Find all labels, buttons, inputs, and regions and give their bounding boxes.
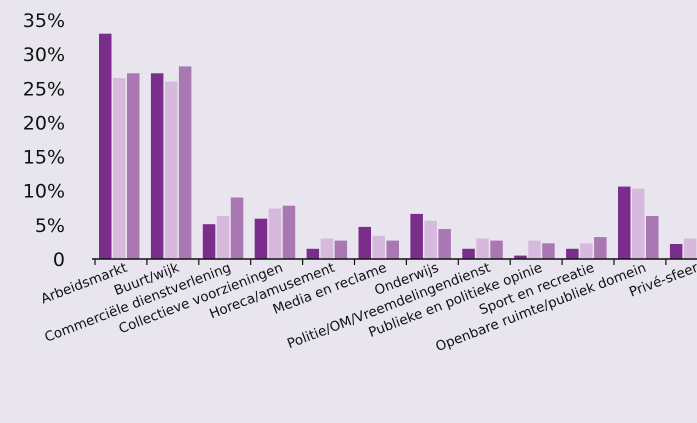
bar xyxy=(306,248,320,259)
bar xyxy=(230,197,244,259)
bar xyxy=(358,226,371,259)
bar xyxy=(476,238,489,259)
bar xyxy=(424,220,437,259)
bar xyxy=(372,235,385,259)
bar xyxy=(438,229,451,259)
bar xyxy=(386,240,399,259)
y-tick-label: 25% xyxy=(23,78,65,100)
bar xyxy=(164,81,178,259)
bar xyxy=(150,73,164,259)
y-tick-label: 0 xyxy=(53,249,65,271)
bar xyxy=(127,73,140,259)
bar xyxy=(216,216,230,259)
bar xyxy=(646,216,659,259)
bar xyxy=(580,243,593,259)
bar xyxy=(594,237,607,259)
bar xyxy=(490,240,503,259)
bar xyxy=(282,205,296,259)
y-tick-label: 35% xyxy=(23,10,65,32)
bar xyxy=(566,248,579,259)
y-tick-label: 5% xyxy=(35,215,65,237)
bar xyxy=(334,240,348,259)
bar xyxy=(254,218,268,259)
bar xyxy=(202,224,216,259)
bar xyxy=(528,240,541,259)
y-tick-label: 30% xyxy=(23,44,65,66)
bar xyxy=(320,238,334,259)
bar xyxy=(178,66,192,260)
y-tick-label: 15% xyxy=(23,147,65,169)
bar xyxy=(632,188,645,259)
bar xyxy=(514,255,527,259)
y-tick-label: 20% xyxy=(23,112,65,134)
bar xyxy=(410,213,423,259)
bar xyxy=(542,243,555,259)
bar xyxy=(99,33,112,260)
bar xyxy=(462,248,475,259)
bar xyxy=(268,208,282,259)
y-tick-label: 10% xyxy=(23,181,65,203)
y-axis-ticks: 0 5% 10% 15% 20% 25% 30% 35% xyxy=(23,10,65,271)
bar xyxy=(113,78,126,259)
bar xyxy=(669,244,683,259)
bars xyxy=(94,33,697,265)
bar xyxy=(683,238,697,259)
bar xyxy=(618,186,631,259)
